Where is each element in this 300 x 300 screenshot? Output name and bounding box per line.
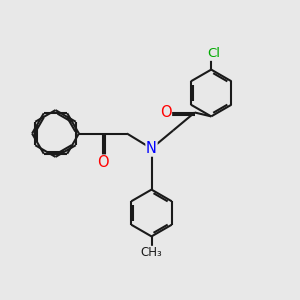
Text: Cl: Cl (208, 47, 221, 60)
Text: O: O (97, 155, 109, 170)
Text: CH₃: CH₃ (141, 246, 162, 260)
Text: N: N (146, 141, 157, 156)
Text: O: O (160, 105, 171, 120)
